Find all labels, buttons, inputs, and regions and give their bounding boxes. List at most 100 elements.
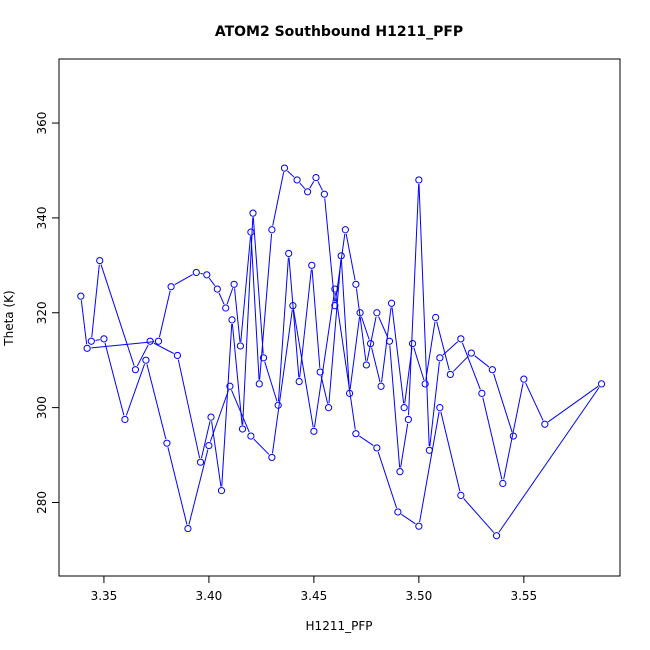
series-segment bbox=[104, 342, 125, 416]
data-point bbox=[400, 404, 408, 412]
series-segment bbox=[324, 198, 335, 302]
data-point bbox=[421, 380, 429, 388]
y-tick-label: 320 bbox=[35, 301, 49, 324]
series-segment bbox=[287, 170, 295, 178]
data-point bbox=[249, 209, 257, 217]
data-point bbox=[192, 268, 200, 277]
series-segment bbox=[146, 364, 167, 440]
data-point bbox=[196, 458, 205, 466]
series-segment bbox=[340, 260, 350, 390]
data-point bbox=[226, 382, 234, 390]
series-segment bbox=[100, 264, 135, 366]
data-point bbox=[362, 361, 370, 369]
series-segment bbox=[461, 342, 481, 390]
y-tick-label: 360 bbox=[35, 112, 49, 135]
data-point bbox=[331, 302, 339, 310]
data-point bbox=[467, 349, 475, 357]
series-segment bbox=[250, 236, 260, 380]
plot-frame bbox=[58, 58, 621, 577]
data-point bbox=[255, 380, 263, 388]
series-segment bbox=[271, 309, 293, 454]
data-point bbox=[366, 339, 375, 348]
data-point bbox=[341, 226, 349, 234]
series-segment bbox=[314, 293, 335, 428]
series-segment bbox=[240, 236, 252, 342]
x-tick-label: 3.40 bbox=[196, 589, 223, 603]
data-point bbox=[457, 335, 465, 343]
data-point bbox=[308, 261, 316, 269]
series-segment bbox=[413, 347, 425, 381]
series-segment bbox=[349, 316, 361, 390]
data-point bbox=[478, 389, 486, 397]
data-point bbox=[184, 524, 192, 533]
series-segment bbox=[389, 345, 401, 468]
series-segment bbox=[381, 307, 392, 383]
data-point bbox=[312, 173, 320, 182]
series-segment bbox=[277, 257, 289, 402]
x-tick-label: 3.35 bbox=[91, 589, 118, 603]
data-point bbox=[207, 413, 215, 421]
data-point bbox=[345, 389, 354, 397]
data-point bbox=[268, 226, 276, 234]
series-segment bbox=[211, 421, 222, 487]
data-point bbox=[203, 271, 211, 279]
series-segment bbox=[391, 307, 405, 404]
data-point bbox=[373, 309, 381, 317]
series-segment bbox=[360, 316, 370, 340]
data-point bbox=[167, 283, 175, 291]
series-segment bbox=[174, 274, 193, 286]
series-segment bbox=[299, 269, 312, 378]
series-segment bbox=[288, 257, 300, 378]
series-segment bbox=[91, 341, 155, 349]
series-segment bbox=[226, 288, 234, 305]
data-point bbox=[331, 285, 339, 293]
data-point bbox=[77, 292, 85, 300]
series-segment bbox=[272, 172, 285, 226]
data-point bbox=[87, 337, 95, 345]
series-segment bbox=[80, 300, 88, 345]
data-point bbox=[228, 316, 236, 324]
series-segment bbox=[419, 411, 440, 523]
data-point bbox=[173, 351, 182, 360]
data-point bbox=[408, 339, 417, 348]
series-segment bbox=[234, 288, 241, 342]
data-point bbox=[236, 342, 245, 350]
series-segment bbox=[153, 342, 174, 354]
data-point bbox=[436, 404, 444, 412]
data-point bbox=[436, 354, 444, 362]
series-segment bbox=[429, 361, 440, 447]
series-segment bbox=[371, 347, 381, 383]
series-segment bbox=[158, 290, 171, 338]
x-tick-label: 3.45 bbox=[301, 589, 328, 603]
series-segment bbox=[167, 447, 188, 525]
series-segment bbox=[404, 347, 413, 404]
series-segment bbox=[293, 309, 314, 428]
series-segment bbox=[328, 259, 342, 404]
data-point bbox=[280, 164, 289, 172]
data-point bbox=[268, 453, 276, 462]
data-point bbox=[425, 446, 433, 454]
chart-title: ATOM2 Southbound H1211_PFP bbox=[215, 24, 463, 40]
series-segment bbox=[408, 184, 420, 416]
data-point bbox=[289, 302, 297, 310]
data-point bbox=[387, 299, 396, 307]
series-points bbox=[77, 164, 606, 540]
data-point bbox=[492, 532, 501, 540]
series-segment bbox=[208, 277, 216, 286]
data-point bbox=[230, 280, 238, 288]
series-segment bbox=[252, 217, 264, 354]
data-point bbox=[259, 354, 268, 362]
series-segment bbox=[525, 382, 544, 421]
data-point bbox=[100, 335, 108, 343]
data-point bbox=[293, 176, 301, 184]
y-axis: 280 300 320 340 360 bbox=[35, 112, 59, 514]
data-point bbox=[499, 479, 507, 488]
y-tick-label: 280 bbox=[35, 491, 49, 514]
x-axis: 3.35 3.40 3.45 3.50 3.55 bbox=[91, 576, 537, 603]
series-segment bbox=[378, 316, 389, 338]
series-segment bbox=[200, 272, 203, 275]
series-segment bbox=[320, 376, 329, 404]
data-point bbox=[205, 441, 213, 450]
series-segment bbox=[345, 233, 356, 281]
data-point bbox=[432, 313, 440, 322]
